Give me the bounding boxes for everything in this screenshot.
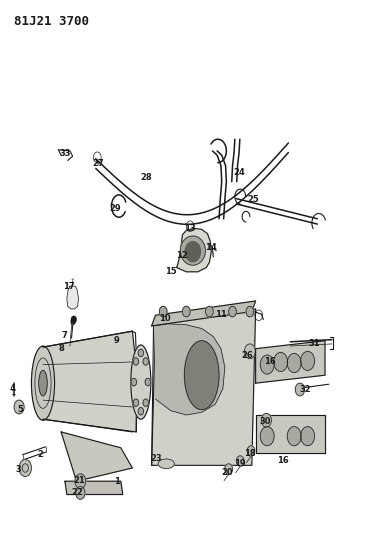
Ellipse shape [39, 370, 47, 396]
Text: 12: 12 [176, 252, 187, 261]
Circle shape [287, 353, 301, 373]
Circle shape [138, 349, 144, 357]
Circle shape [206, 306, 213, 317]
Text: 17: 17 [63, 282, 74, 291]
Text: 2: 2 [37, 450, 43, 459]
Circle shape [131, 378, 137, 386]
Circle shape [75, 474, 86, 489]
Polygon shape [65, 481, 123, 495]
Text: 19: 19 [234, 459, 245, 469]
Circle shape [301, 351, 315, 370]
Text: 16: 16 [277, 456, 288, 465]
Text: 6: 6 [70, 318, 76, 327]
Text: 15: 15 [165, 268, 177, 276]
Circle shape [76, 487, 85, 499]
Text: 10: 10 [159, 314, 171, 323]
Circle shape [262, 414, 272, 427]
Text: 29: 29 [109, 204, 121, 213]
Ellipse shape [184, 341, 219, 410]
Text: 23: 23 [151, 455, 162, 464]
Circle shape [287, 426, 301, 446]
Text: 7: 7 [61, 331, 67, 340]
Circle shape [182, 306, 190, 317]
Circle shape [133, 399, 139, 407]
Polygon shape [61, 432, 132, 481]
Circle shape [71, 317, 76, 322]
Text: 9: 9 [114, 336, 120, 345]
Text: 33: 33 [59, 149, 71, 158]
Text: 11: 11 [215, 310, 227, 319]
Ellipse shape [158, 459, 174, 469]
Text: 5: 5 [17, 405, 23, 414]
Text: 13: 13 [184, 224, 196, 233]
Circle shape [133, 358, 139, 365]
Circle shape [145, 378, 151, 386]
Text: 16: 16 [264, 358, 276, 367]
Text: 26: 26 [241, 351, 253, 360]
Text: 31: 31 [308, 339, 320, 348]
Text: 4: 4 [9, 384, 15, 393]
Text: 14: 14 [205, 244, 217, 253]
Circle shape [295, 383, 305, 396]
Circle shape [260, 355, 274, 374]
Text: 30: 30 [260, 417, 271, 426]
Text: 81J21 3700: 81J21 3700 [14, 14, 89, 28]
Circle shape [301, 426, 315, 446]
Circle shape [159, 306, 167, 317]
Polygon shape [152, 301, 256, 326]
Text: 28: 28 [140, 173, 152, 182]
Text: 27: 27 [93, 159, 104, 167]
Text: 8: 8 [59, 344, 65, 353]
Ellipse shape [131, 345, 151, 419]
Circle shape [143, 399, 149, 407]
Circle shape [19, 459, 31, 477]
Ellipse shape [185, 241, 201, 262]
Polygon shape [256, 415, 325, 453]
Polygon shape [256, 341, 325, 383]
Polygon shape [156, 324, 225, 415]
Text: 32: 32 [300, 385, 312, 394]
Circle shape [260, 426, 274, 446]
Polygon shape [177, 228, 211, 272]
Circle shape [247, 446, 255, 456]
Text: 24: 24 [234, 167, 245, 176]
Circle shape [14, 400, 24, 414]
Polygon shape [43, 331, 137, 432]
Text: 1: 1 [114, 477, 120, 486]
Text: 22: 22 [71, 488, 83, 497]
Circle shape [225, 464, 232, 474]
Text: 21: 21 [73, 475, 85, 484]
Text: 3: 3 [16, 465, 22, 473]
Ellipse shape [31, 346, 55, 420]
Circle shape [236, 456, 244, 466]
Text: 20: 20 [221, 468, 232, 477]
Circle shape [244, 344, 255, 359]
Text: 25: 25 [248, 195, 260, 204]
Polygon shape [152, 309, 256, 465]
Circle shape [246, 306, 254, 317]
Circle shape [229, 306, 236, 317]
Circle shape [143, 358, 149, 365]
Text: 18: 18 [244, 449, 256, 458]
Circle shape [138, 408, 144, 415]
Ellipse shape [180, 236, 205, 265]
Polygon shape [67, 286, 78, 309]
Circle shape [274, 352, 288, 372]
